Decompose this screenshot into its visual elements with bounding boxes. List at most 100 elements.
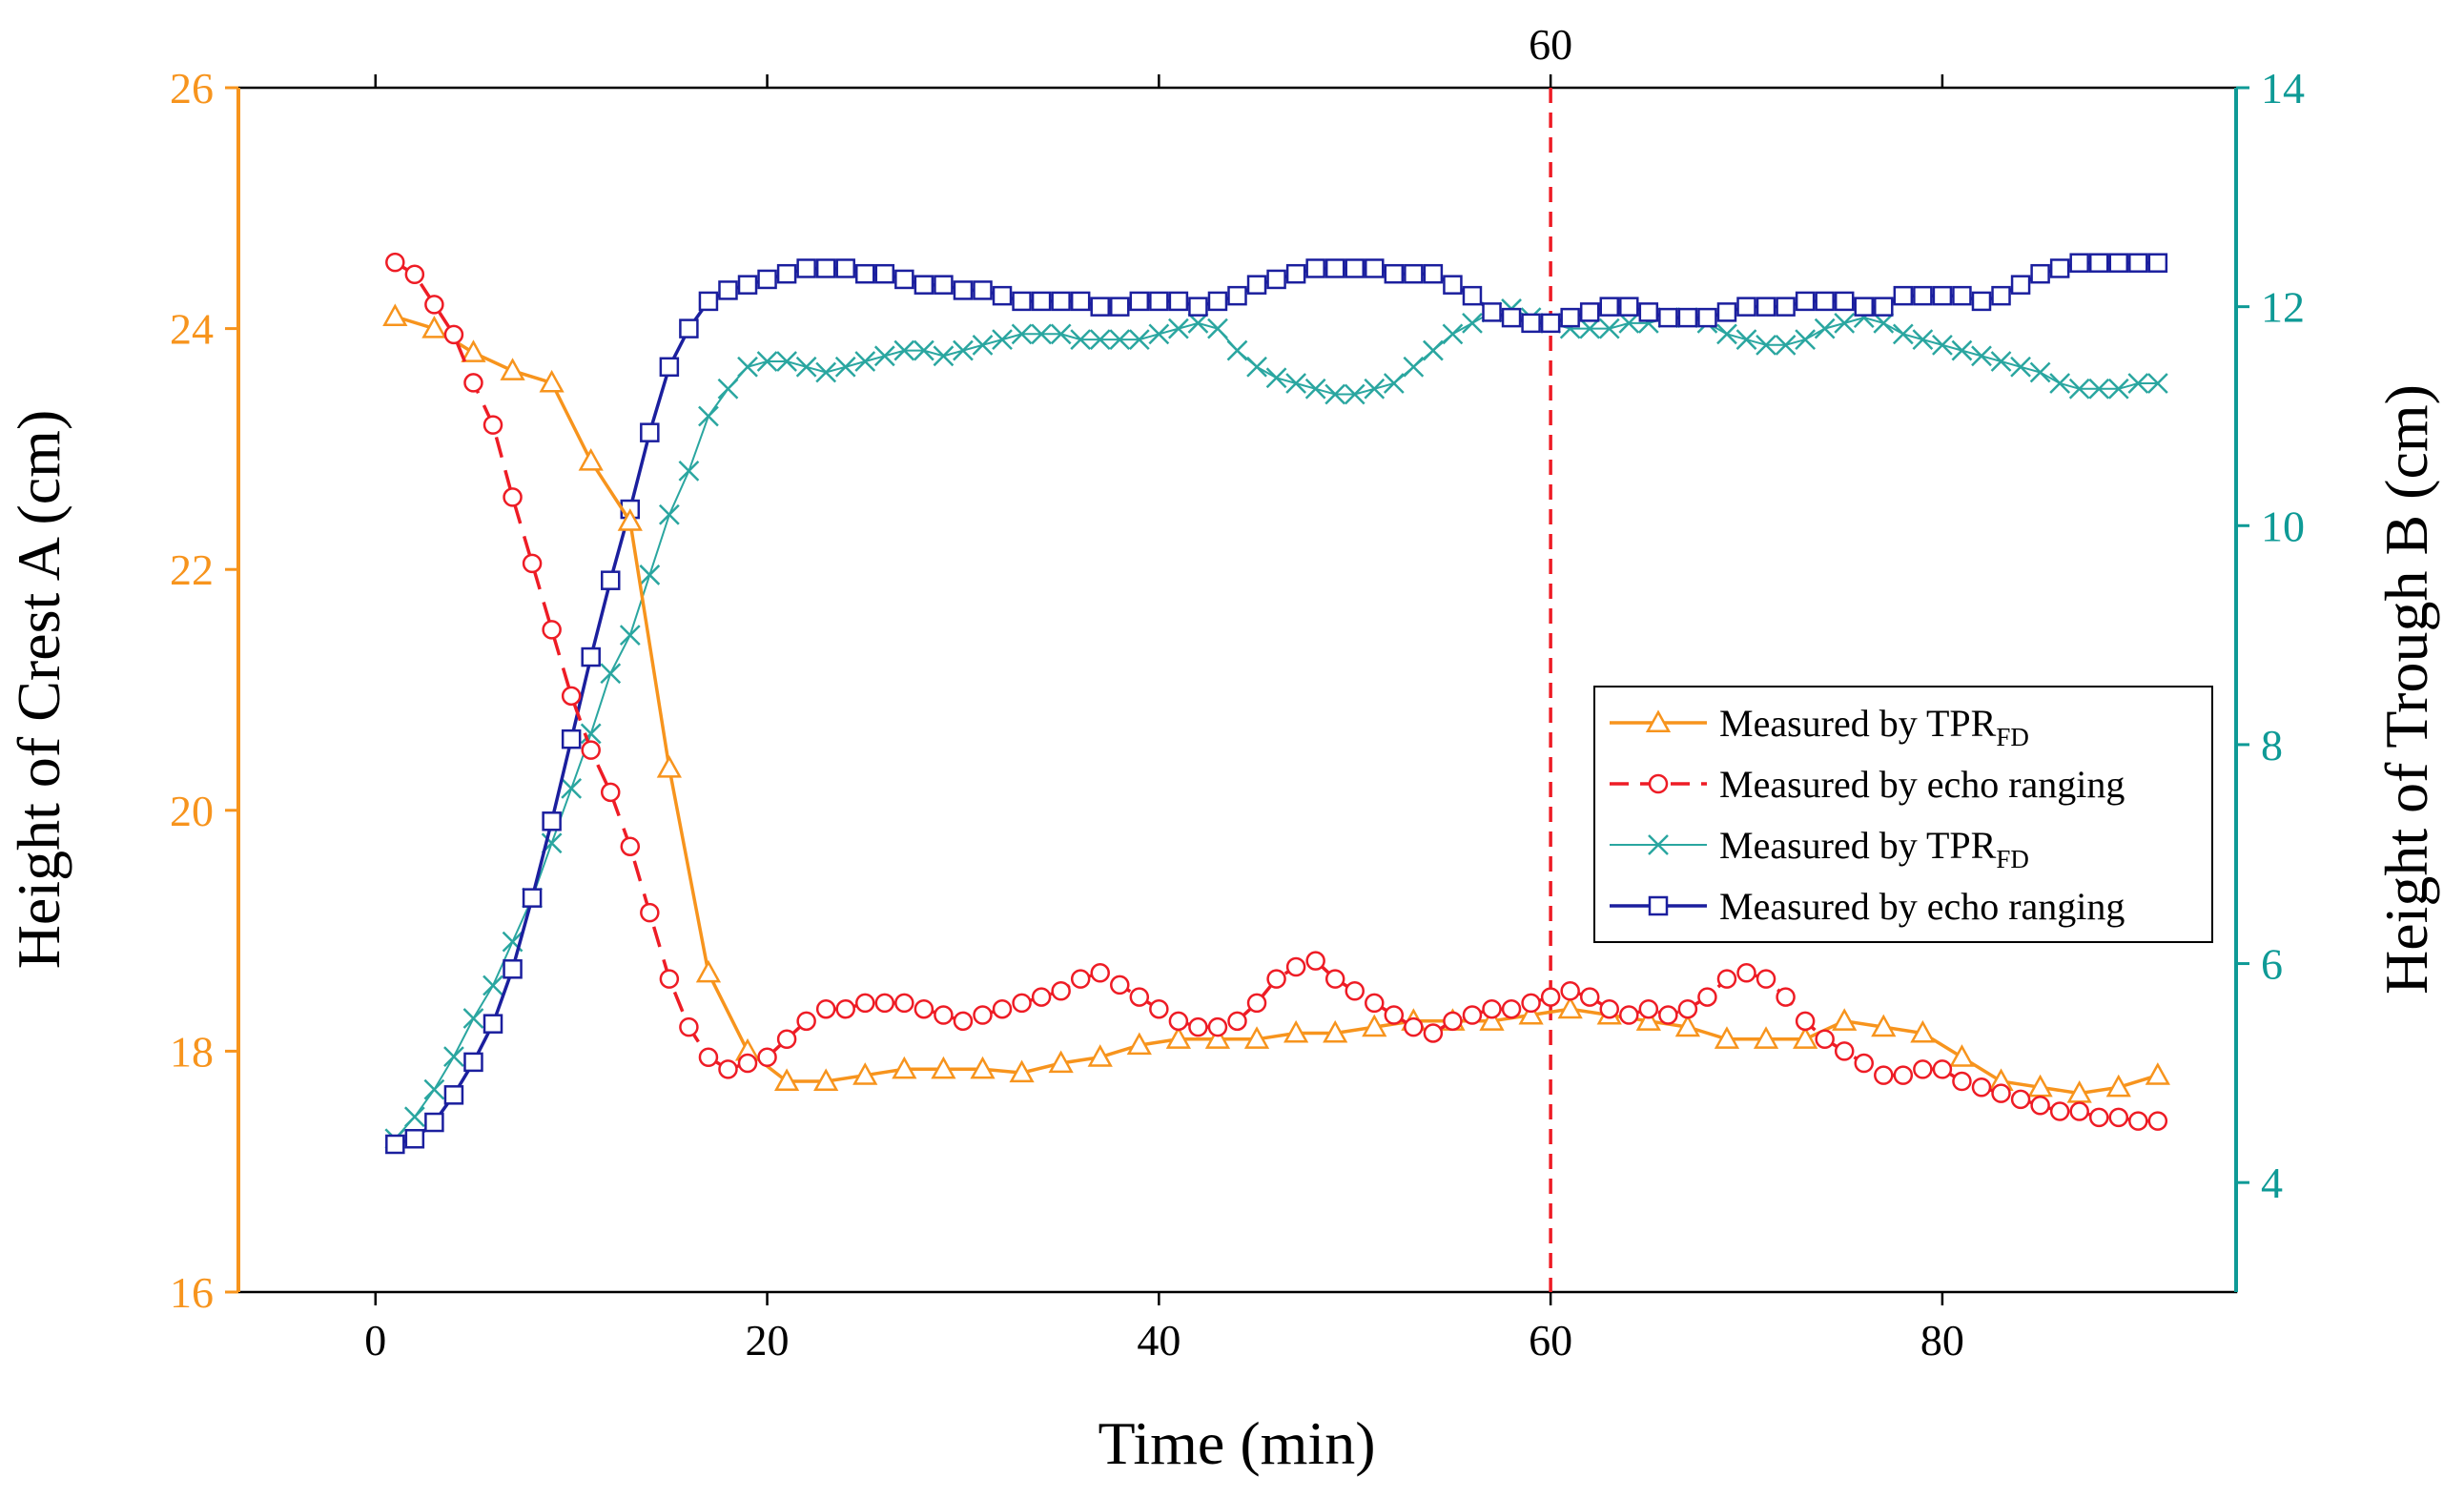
data-point [1834,1041,1855,1061]
data-point [1716,323,1737,345]
legend-marker [1648,895,1669,916]
data-point [1188,1016,1208,1037]
data-point [1051,291,1071,312]
data-point [1345,258,1365,278]
data-point [385,252,405,273]
data-point [1756,334,1776,356]
series-line [394,315,2159,1096]
data-point [2029,361,2051,383]
data-point [561,728,582,749]
data-point [2010,356,2031,378]
data-point [1090,963,1110,983]
data-point [1677,998,1698,1019]
data-point [852,1062,878,1085]
data-point [2088,378,2110,400]
data-point [679,1016,699,1037]
data-point [1365,258,1385,278]
data-point [404,1129,425,1149]
data-point [1207,318,1228,339]
data-point [1874,1065,1894,1085]
data-point [1815,291,1835,312]
x-marker-stroke [2049,373,2071,394]
legend-label: Measured by echo ranging [1719,763,2125,806]
data-point [914,998,934,1019]
data-point [1599,998,1619,1019]
data-point [679,318,699,339]
x-marker-stroke [913,339,934,361]
data-point [403,1106,425,1128]
series-2 [384,298,2168,1150]
x-marker-stroke [1265,367,1287,389]
data-point [1716,302,1737,322]
data-point [1148,323,1170,345]
x-marker-stroke [2068,378,2090,400]
data-point [894,269,914,290]
data-point [1129,987,1150,1007]
data-point [931,1056,956,1079]
data-point [1207,1016,1228,1037]
x-marker-stroke [1070,329,1092,350]
x-marker-stroke [1148,323,1170,345]
data-point [2107,378,2129,400]
data-point [2108,1107,2129,1128]
data-point [1814,318,1836,339]
data-point [1345,981,1365,1001]
data-point [992,998,1013,1019]
data-point [639,564,661,585]
data-point [1168,1011,1189,1032]
x-tick-label: 60 [1529,1316,1572,1365]
data-point [1442,323,1464,345]
left-y-tick-label: 18 [170,1027,214,1076]
data-point [1949,1044,1975,1067]
data-point [2069,253,2089,273]
data-point [796,258,816,278]
data-point [1677,307,1698,328]
data-point [542,620,562,640]
x-marker-stroke [2088,378,2110,400]
data-point [1285,263,1306,284]
data-point [874,993,895,1014]
data-point [1204,1026,1231,1049]
data-point [462,1008,484,1029]
data-point [2128,253,2148,273]
data-point [698,1047,719,1067]
data-point [2030,263,2050,284]
x-marker-stroke [1207,318,1228,339]
legend-label: Measured by TPRFD [1719,824,2029,873]
data-point [1128,329,1150,350]
data-point [1635,1008,1661,1031]
x-marker-stroke [483,975,503,996]
data-point [1834,291,1855,312]
data-point [934,1005,954,1025]
x-marker-stroke [1285,373,1307,394]
legend-label: Measured by echo ranging [1719,885,2125,928]
data-point [1579,318,1601,339]
data-point [1011,323,1033,345]
data-point [1384,263,1405,284]
data-point [424,1112,444,1133]
data-point [1735,329,1757,350]
data-point [561,686,582,707]
data-point [1795,291,1816,312]
data-point [1482,302,1502,322]
legend-marker [1648,773,1669,794]
data-point [835,258,855,278]
data-point [1443,275,1463,295]
data-point [1090,297,1110,317]
data-point [1126,1032,1152,1056]
data-point [1285,373,1307,394]
data-point [1384,1005,1405,1025]
data-point [1795,1011,1816,1032]
data-point [1089,329,1111,350]
data-point [2088,1107,2109,1128]
data-point [1149,291,1169,312]
data-point [813,1068,839,1092]
data-point [600,570,621,590]
x-marker-stroke [795,356,817,378]
x-marker-stroke [1932,334,1953,356]
data-point [737,1053,758,1074]
data-point [1952,285,1972,306]
data-point [796,1011,816,1032]
data-point [1753,1026,1779,1049]
vertical-marker: 60 [1529,20,1572,1292]
